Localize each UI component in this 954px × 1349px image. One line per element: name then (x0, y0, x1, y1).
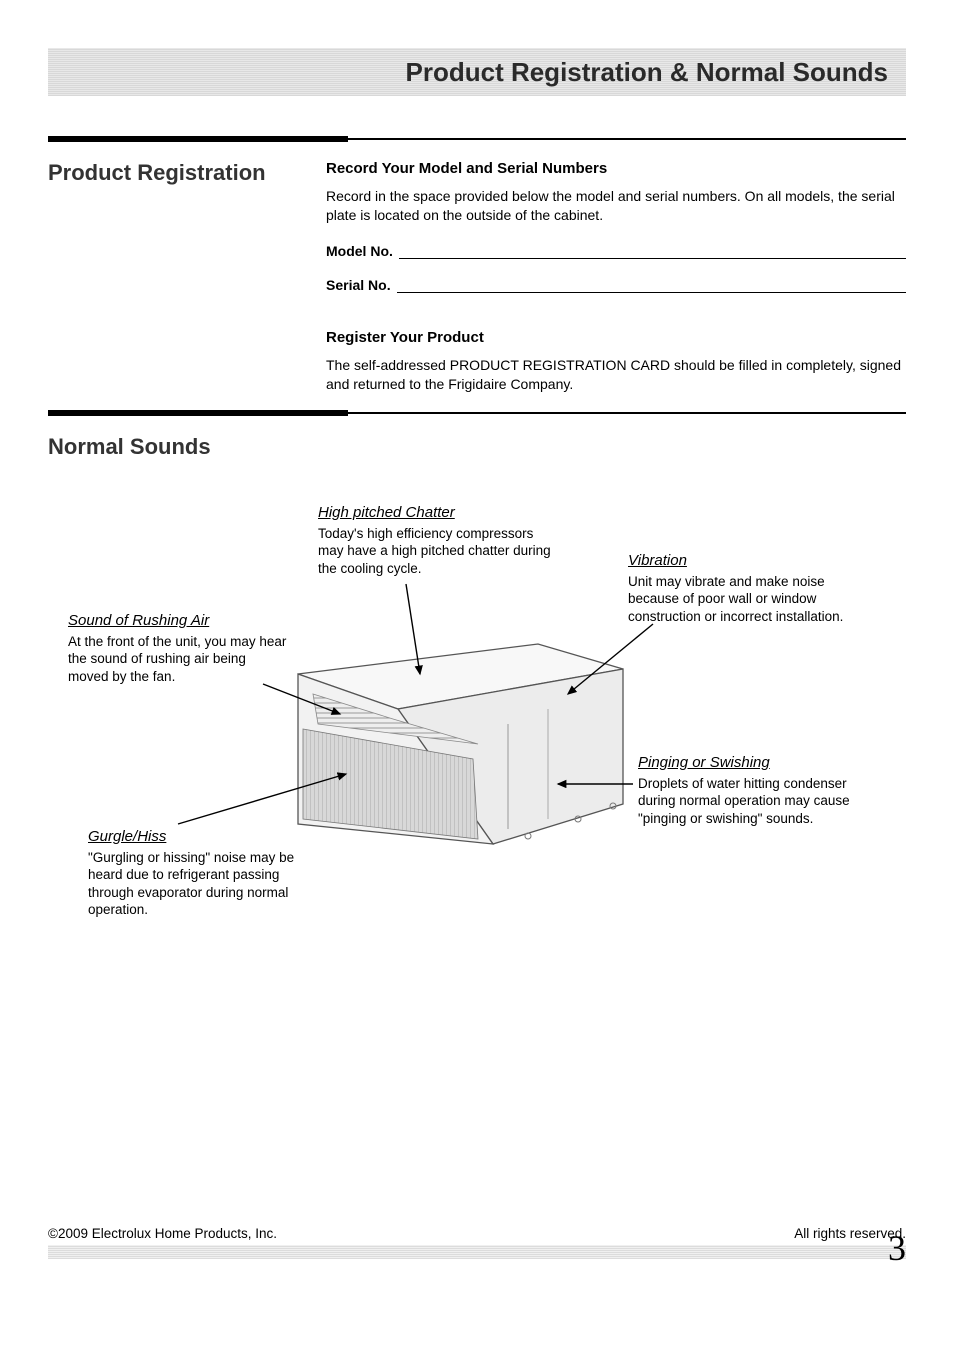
leader-lines (48, 484, 908, 964)
registration-content: Record Your Model and Serial Numbers Rec… (318, 160, 906, 402)
register-title: Register Your Product (326, 329, 906, 346)
serial-input-line[interactable] (397, 279, 906, 293)
registration-section: Product Registration Record Your Model a… (48, 160, 906, 402)
divider (48, 410, 906, 416)
model-label: Model No. (326, 243, 393, 259)
copyright-text: ©2009 Electrolux Home Products, Inc. (48, 1226, 277, 1241)
page-header-title: Product Registration & Normal Sounds (406, 57, 889, 88)
record-title: Record Your Model and Serial Numbers (326, 160, 906, 177)
model-field: Model No. (326, 243, 906, 259)
model-input-line[interactable] (399, 245, 906, 259)
divider (48, 136, 906, 142)
sounds-diagram: High pitched Chatter Today's high effici… (48, 484, 906, 964)
register-body: The self-addressed PRODUCT REGISTRATION … (326, 356, 906, 394)
serial-label: Serial No. (326, 277, 391, 293)
footer: ©2009 Electrolux Home Products, Inc. All… (48, 1226, 906, 1259)
footer-band (48, 1245, 906, 1259)
footer-text-row: ©2009 Electrolux Home Products, Inc. All… (48, 1226, 906, 1241)
section-heading-col: Product Registration (48, 160, 318, 402)
header-band: Product Registration & Normal Sounds (48, 48, 906, 96)
registration-heading: Product Registration (48, 160, 318, 186)
serial-field: Serial No. (326, 277, 906, 293)
normal-sounds-heading: Normal Sounds (48, 434, 906, 460)
record-body: Record in the space provided below the m… (326, 187, 906, 225)
page: Product Registration & Normal Sounds Pro… (0, 0, 954, 1349)
page-number: 3 (888, 1227, 906, 1269)
